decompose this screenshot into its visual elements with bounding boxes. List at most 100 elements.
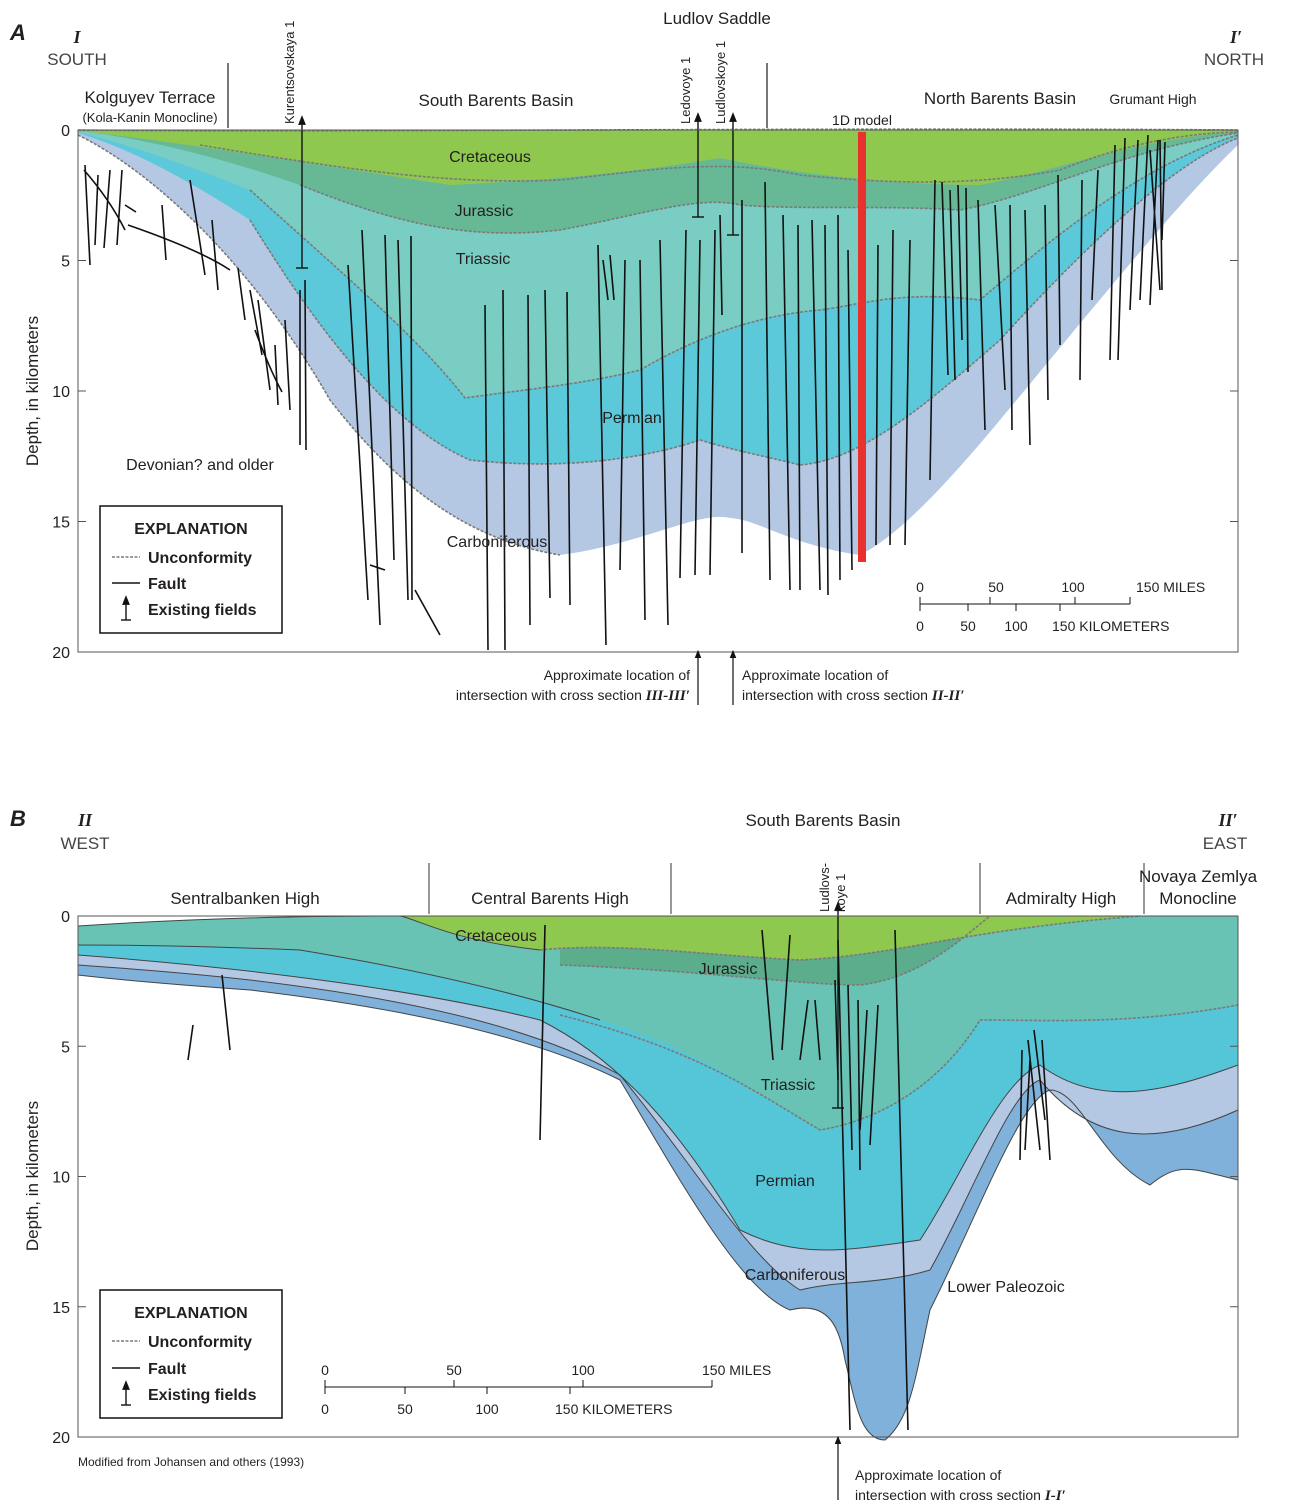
scale-label: 100 [1061,579,1085,595]
unit-label: Cretaceous [455,928,537,945]
unconformity [539,915,1141,961]
region-label: (Kola-Kanin Monocline) [82,110,217,125]
faults [83,134,1166,651]
unit-label: Carboniferous [447,534,548,551]
boundary [77,974,1239,1441]
region-label: Ludlov Saddle [663,9,771,28]
section-start: I [72,27,81,47]
scale-label: 150 MILES [702,1362,771,1378]
explanation-title: EXPLANATION [134,1305,247,1322]
panel-letter: A [9,20,26,45]
scale-label: 100 [1004,618,1028,634]
unconformity [77,128,1239,132]
region-label: Central Barents High [471,889,629,908]
scale-label: 150 KILOMETERS [555,1401,673,1417]
start-direction: SOUTH [47,50,107,69]
panel-a: A I SOUTH I′ NORTH Kolguyev Terrace (Kol… [9,9,1264,705]
legend-text: Fault [148,1361,187,1378]
scale-bar [919,597,1131,611]
unconformity [559,915,991,986]
unit-label: Permian [755,1173,815,1190]
y-axis-label: Depth, in kilometers [23,1101,42,1251]
scale-label: 0 [321,1362,329,1378]
explanation-box [99,505,283,634]
unit-label: Lower Paleozoic [947,1279,1064,1296]
panel-b: B II WEST II′ EAST Sentralbanken High Ce… [10,806,1258,1504]
scale-label: 0 [916,579,924,595]
unconformity [249,137,1239,466]
panel-letter: B [10,806,26,831]
region-label: North Barents Basin [924,89,1076,108]
scale-label: 50 [397,1401,413,1417]
well-label: Ledovoye 1 [678,57,693,124]
faults [187,924,1051,1431]
y-tick-label: 5 [61,1039,70,1056]
scale-label: 50 [988,579,1004,595]
legend-text: Unconformity [148,550,252,567]
scale-label: 100 [571,1362,595,1378]
model-label: 1D model [832,112,892,128]
legend-text: Unconformity [148,1334,252,1351]
note-section: I-I′ [1044,1488,1066,1504]
region-label: Novaya Zemlya [1139,867,1258,886]
unit-label: Carboniferous [745,1267,846,1284]
cretaceous-layer [400,916,1140,960]
well-label: Ludlovskoye 1 [713,41,728,124]
legend-text: Fault [148,576,187,593]
section-start: II [77,810,93,830]
intersection-note: Approximate location of [544,667,690,683]
scale-label: 0 [916,618,924,634]
scale-label: 50 [446,1362,462,1378]
region-label: South Barents Basin [419,91,574,110]
scale-label: 50 [960,618,976,634]
region-label: Grumant High [1109,91,1196,107]
y-tick-label: 20 [52,1430,70,1447]
intersection-note: intersection with cross section III-III′ [456,687,690,704]
section-end: I′ [1229,27,1242,47]
boundary [77,944,601,1021]
y-tick-label: 10 [52,1170,70,1187]
well-label: Kurentsovskaya 1 [282,21,297,124]
intersection-note: intersection with cross section I-I′ [855,1487,1066,1504]
note-section: III-III′ [645,688,690,704]
unconformity [299,132,1239,234]
note-text: intersection with cross section [456,687,646,703]
well-label: Ludlovs- [817,863,832,912]
unconformity [559,1004,1239,1131]
unit-label: Devonian? and older [126,457,274,474]
region-label: South Barents Basin [746,811,901,830]
legend-text: Existing fields [148,602,257,619]
note-section: II-II′ [931,688,965,704]
intersection-note: intersection with cross section II-II′ [742,687,964,704]
y-tick-label: 15 [52,515,70,532]
unit-label: Cretaceous [449,149,531,166]
unconformity [77,134,561,556]
section-end: II′ [1217,810,1237,830]
y-tick-label: 0 [61,123,70,140]
scale-label: 150 MILES [1136,579,1205,595]
intersection-note: Approximate location of [742,667,888,683]
start-direction: WEST [60,834,109,853]
well-label: koye 1 [833,874,848,912]
region-label: Monocline [1159,889,1237,908]
scale-label: 0 [321,1401,329,1417]
unconformity [199,131,1239,183]
y-tick-label: 10 [52,384,70,401]
note-text: intersection with cross section [742,687,932,703]
unit-label: Jurassic [455,203,514,220]
scale-bar [324,1380,713,1394]
triassic-layer [78,916,1238,1130]
model-column [858,132,866,562]
unit-label: Triassic [456,251,511,268]
legend-text: Existing fields [148,1387,257,1404]
y-tick-label: 0 [61,909,70,926]
region-label: Admiralty High [1006,889,1117,908]
end-direction: EAST [1203,834,1247,853]
unit-label: Triassic [761,1077,816,1094]
credit: Modified from Johansen and others (1993) [78,1455,304,1469]
explanation-box [99,1289,283,1419]
scale-label: 150 KILOMETERS [1052,618,1170,634]
region-label: Kolguyev Terrace [84,88,215,107]
y-tick-label: 20 [52,645,70,662]
explanation-title: EXPLANATION [134,521,247,538]
